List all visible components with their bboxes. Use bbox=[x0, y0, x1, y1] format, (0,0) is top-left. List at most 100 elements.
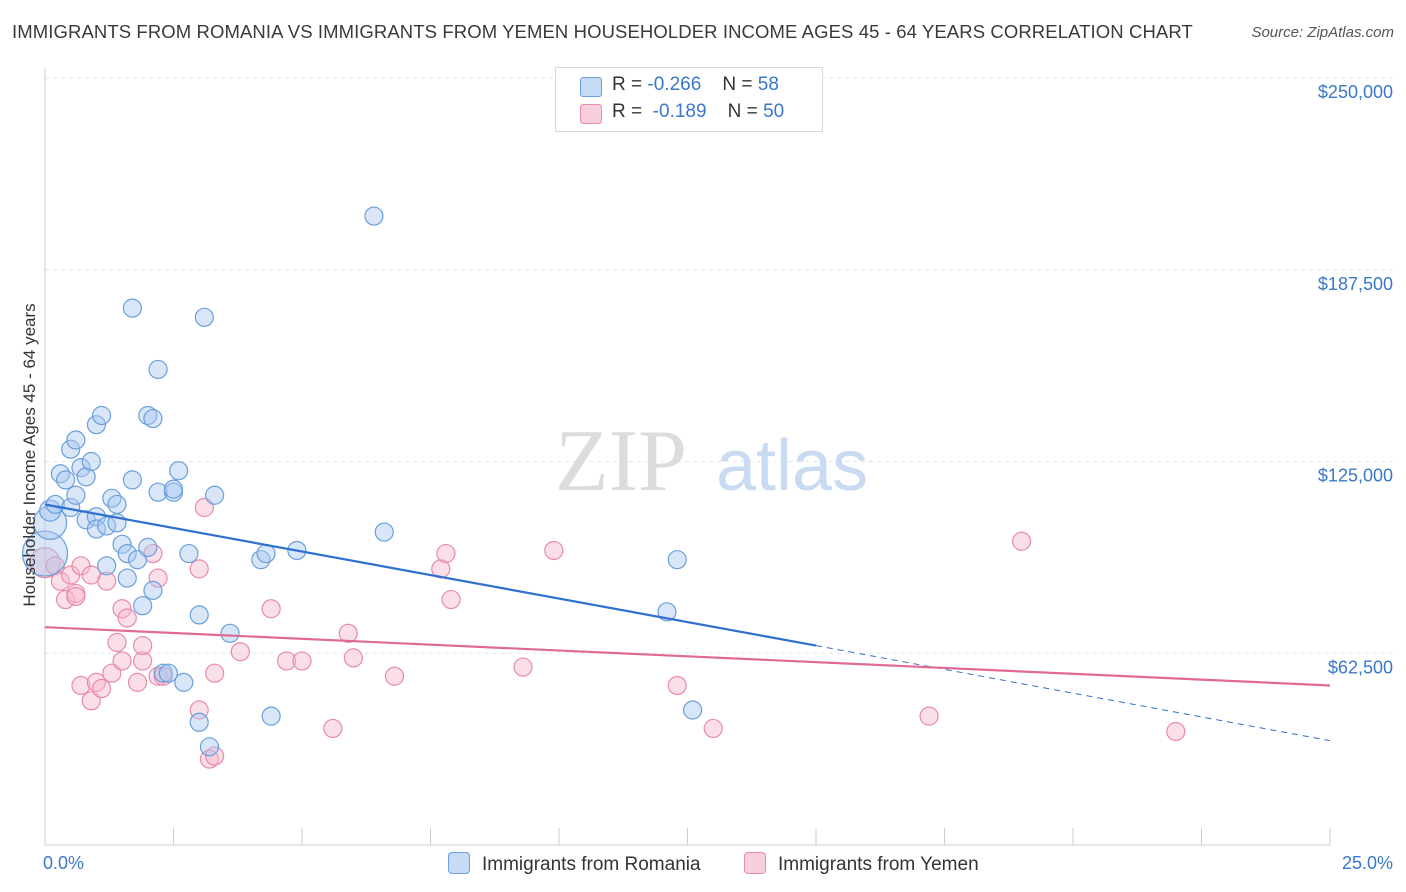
y-tick-labels: $62,500 $125,000 $187,500 $250,000 bbox=[1318, 82, 1393, 677]
y-axis-label: Householder Income Ages 45 - 64 years bbox=[20, 303, 39, 606]
bottom-legend-swatch-yemen bbox=[744, 852, 766, 874]
point-yemen-21 bbox=[133, 635, 153, 656]
point-romania-18 bbox=[97, 556, 117, 576]
point-yemen-35 bbox=[292, 651, 312, 671]
point-romania-21 bbox=[107, 494, 127, 515]
point-romania-30 bbox=[138, 537, 158, 558]
point-romania-41 bbox=[174, 672, 194, 692]
watermark-zip: ZIP bbox=[555, 413, 687, 510]
point-romania-47 bbox=[205, 485, 225, 505]
point-romania-44 bbox=[189, 712, 209, 732]
point-romania-33 bbox=[143, 408, 163, 429]
point-romania-20 bbox=[102, 488, 122, 508]
point-yemen-28 bbox=[194, 497, 214, 518]
point-yemen-46 bbox=[703, 718, 723, 739]
stats-legend: R = -0.266 N = 58 R = -0.189 N = 50 bbox=[555, 67, 823, 132]
point-romania-34 bbox=[148, 359, 168, 380]
point-romania-27 bbox=[122, 470, 142, 490]
point-romania-48 bbox=[220, 623, 240, 643]
points-romania bbox=[21, 206, 703, 757]
bottom-legend-romania: Immigrants from Romania bbox=[448, 852, 701, 876]
point-romania-43 bbox=[189, 605, 209, 625]
point-yemen-32 bbox=[230, 642, 250, 662]
point-yemen-20 bbox=[133, 651, 153, 671]
point-romania-37 bbox=[158, 663, 178, 683]
point-yemen-7 bbox=[71, 675, 91, 696]
point-yemen-39 bbox=[384, 666, 405, 686]
point-romania-56 bbox=[667, 550, 687, 570]
point-yemen-33 bbox=[261, 599, 281, 619]
point-yemen-34 bbox=[276, 651, 297, 671]
point-yemen-13 bbox=[97, 571, 117, 591]
point-romania-25 bbox=[117, 543, 137, 564]
legend-text-romania: R = -0.266 N = 58 bbox=[612, 74, 779, 95]
point-romania-29 bbox=[133, 596, 153, 616]
point-romania-4 bbox=[50, 464, 71, 484]
point-yemen-10 bbox=[81, 691, 101, 711]
legend-text-yemen: R = -0.189 N = 50 bbox=[612, 101, 785, 122]
point-yemen-48 bbox=[1011, 531, 1032, 551]
y-tick-label-0: $62,500 bbox=[1328, 657, 1393, 677]
point-yemen-37 bbox=[338, 623, 358, 643]
chart-title: IMMIGRANTS FROM ROMANIA VS IMMIGRANTS FR… bbox=[12, 21, 1193, 42]
point-yemen-41 bbox=[436, 543, 456, 564]
point-romania-5 bbox=[55, 470, 76, 490]
y-tick-label-1: $125,000 bbox=[1318, 466, 1393, 486]
point-yemen-38 bbox=[343, 648, 363, 668]
point-yemen-12 bbox=[91, 678, 112, 699]
point-romania-31 bbox=[138, 405, 158, 426]
points-yemen bbox=[29, 497, 1186, 769]
point-yemen-36 bbox=[323, 718, 343, 739]
point-romania-17 bbox=[91, 405, 112, 426]
axes bbox=[44, 68, 1331, 846]
point-yemen-26 bbox=[189, 559, 209, 579]
x-tick-label-1: 25.0% bbox=[1342, 853, 1393, 873]
x-tick-labels: 0.0% 25.0% bbox=[43, 853, 1393, 873]
trend-lines bbox=[44, 503, 1331, 742]
point-romania-9 bbox=[66, 430, 86, 450]
point-yemen-47 bbox=[919, 706, 939, 726]
point-yemen-18 bbox=[117, 608, 137, 628]
point-romania-46 bbox=[199, 737, 220, 757]
point-romania-28 bbox=[127, 550, 148, 570]
trend-line-romania-extension bbox=[815, 645, 1331, 742]
point-yemen-24 bbox=[148, 568, 168, 588]
point-romania-50 bbox=[256, 543, 276, 564]
trend-line-yemen bbox=[44, 626, 1331, 687]
point-yemen-45 bbox=[667, 675, 687, 696]
point-romania-15 bbox=[86, 415, 107, 435]
point-romania-24 bbox=[117, 568, 137, 588]
point-yemen-30 bbox=[205, 746, 225, 766]
point-romania-32 bbox=[143, 580, 163, 600]
point-yemen-19 bbox=[127, 672, 148, 692]
watermark-atlas: atlas bbox=[716, 426, 868, 506]
point-romania-11 bbox=[76, 467, 96, 487]
point-romania-54 bbox=[374, 522, 394, 542]
point-romania-36 bbox=[153, 663, 173, 683]
point-yemen-6 bbox=[66, 586, 86, 607]
point-romania-45 bbox=[194, 307, 214, 327]
point-romania-55 bbox=[657, 602, 677, 622]
point-yemen-11 bbox=[86, 672, 107, 692]
point-yemen-31 bbox=[205, 663, 225, 683]
point-yemen-17 bbox=[112, 651, 132, 671]
point-romania-13 bbox=[81, 451, 101, 472]
point-romania-40 bbox=[169, 461, 189, 481]
point-romania-10 bbox=[71, 458, 91, 478]
point-romania-57 bbox=[683, 700, 703, 720]
point-romania-8 bbox=[66, 485, 86, 505]
legend-swatch-yemen bbox=[580, 104, 602, 124]
point-yemen-16 bbox=[112, 599, 132, 619]
point-yemen-0 bbox=[29, 547, 61, 579]
point-romania-35 bbox=[148, 482, 168, 502]
source-label: Source: ZipAtlas.com bbox=[1251, 24, 1394, 41]
point-yemen-42 bbox=[441, 589, 461, 610]
point-yemen-43 bbox=[513, 657, 533, 677]
point-romania-42 bbox=[179, 543, 199, 564]
point-yemen-44 bbox=[544, 540, 564, 561]
point-yemen-2 bbox=[50, 571, 71, 591]
y-tick-label-3: $250,000 bbox=[1318, 82, 1393, 102]
grid-lines bbox=[45, 77, 1395, 654]
point-yemen-15 bbox=[107, 632, 127, 653]
